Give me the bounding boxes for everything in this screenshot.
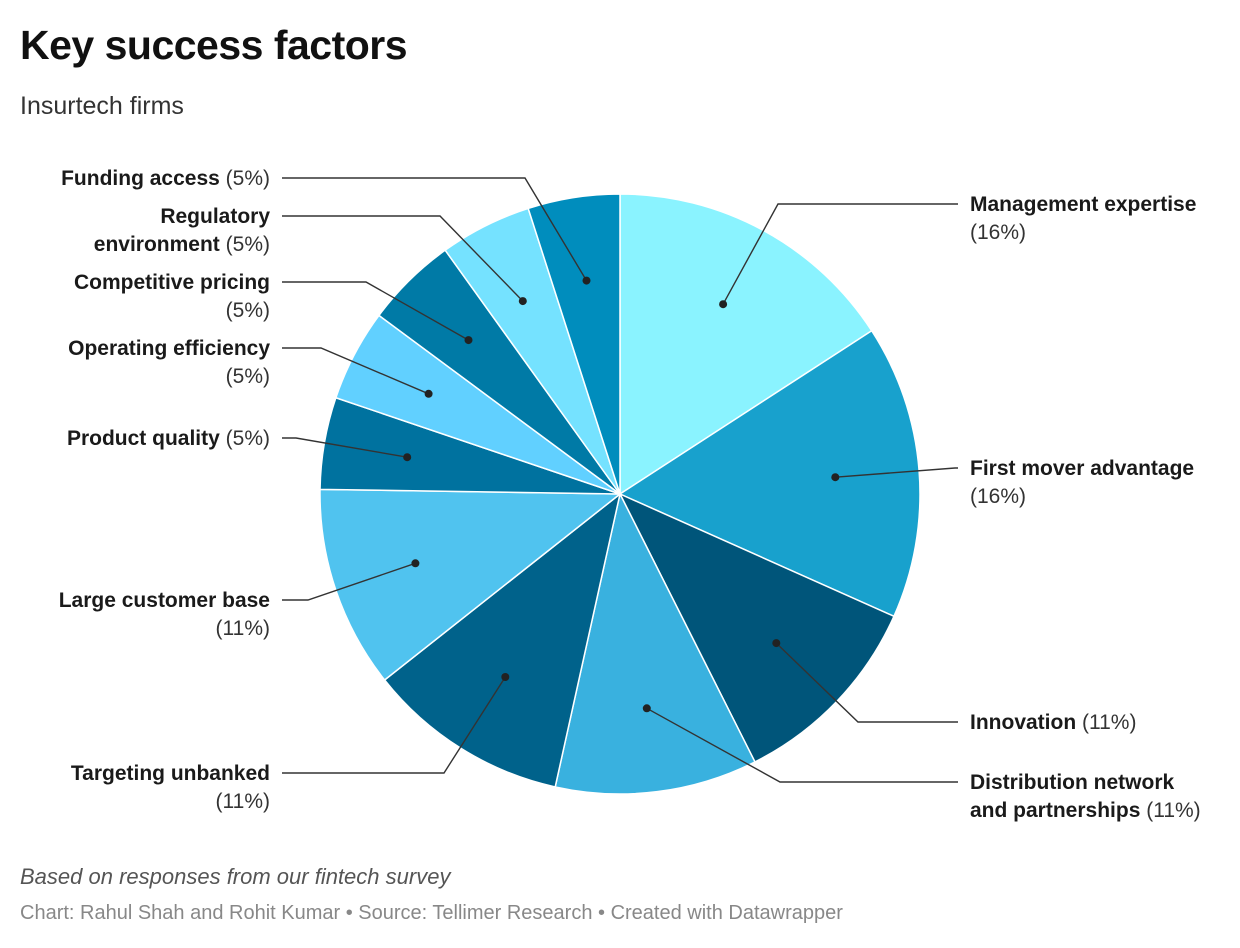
- slice-value-label: (11%): [216, 617, 270, 640]
- slice-label: Product quality (5%): [67, 427, 270, 450]
- slice-label: (5%): [226, 299, 270, 322]
- leader-line: [282, 562, 416, 601]
- leader-dot: [642, 704, 651, 713]
- slice-label: environment (5%): [94, 233, 270, 256]
- leader-dot: [464, 336, 473, 345]
- leader-line: [646, 707, 958, 783]
- leader-line: [722, 203, 958, 305]
- pie-slices: [319, 193, 921, 795]
- leader-dot: [719, 300, 728, 309]
- slice-label: Management expertise: [970, 193, 1196, 216]
- chart-title: Key success factors: [20, 22, 408, 68]
- slice-label: Regulatory: [160, 205, 270, 228]
- leader-line: [282, 676, 506, 774]
- slice-value-label: (5%): [226, 299, 270, 322]
- pie-slice-funding-access: [527, 193, 621, 495]
- slice-label: First mover advantage: [970, 457, 1194, 480]
- slice-label: (16%): [970, 221, 1026, 244]
- leader-dot: [501, 673, 510, 681]
- slice-label: Innovation (11%): [970, 711, 1136, 734]
- slice-label: (11%): [216, 790, 270, 813]
- slice-value-label: (16%): [970, 485, 1026, 508]
- slice-label: Large customer base: [59, 589, 270, 612]
- leader-dot: [582, 276, 591, 285]
- leader-line: [775, 642, 958, 723]
- slice-label: Targeting unbanked: [71, 762, 270, 785]
- chart-note: Based on responses from our fintech surv…: [20, 864, 451, 889]
- slice-value-label: (5%): [220, 167, 270, 190]
- slice-label: Funding access (5%): [61, 167, 270, 190]
- leader-dot: [518, 297, 527, 306]
- slice-label: (5%): [226, 365, 270, 388]
- chart-footer: Chart: Rahul Shah and Rohit Kumar • Sour…: [20, 902, 843, 924]
- chart-subtitle: Insurtech firms: [20, 92, 184, 120]
- slice-value-label: (11%): [216, 790, 270, 813]
- leader-dot: [831, 473, 840, 482]
- slice-labels: Management expertise (16%) First mover adv…: [59, 167, 1201, 822]
- leader-line: [282, 437, 408, 458]
- leader-dot: [403, 453, 412, 462]
- slice-label: (16%): [970, 485, 1026, 508]
- leader-line: [282, 347, 429, 395]
- slice-label: and partnerships (11%): [970, 799, 1201, 822]
- slice-label: (11%): [216, 617, 270, 640]
- slice-label: Distribution network: [970, 771, 1174, 794]
- slice-value-label: (5%): [220, 233, 270, 256]
- leader-dot: [772, 639, 781, 648]
- slice-label: Operating efficiency: [68, 337, 270, 360]
- leader-line: [835, 467, 958, 478]
- leader-line: [282, 215, 524, 302]
- pie-slice-distribution-network-and-partnerships: [554, 491, 756, 795]
- leader-dot: [411, 559, 420, 568]
- slice-value-label: (11%): [1076, 711, 1136, 734]
- slice-value-label: (5%): [220, 427, 270, 450]
- slice-value-label: (11%): [1140, 799, 1200, 822]
- leader-dot: [424, 389, 433, 398]
- leader-line: [282, 281, 469, 341]
- slice-label: Competitive pricing: [74, 271, 270, 294]
- slice-value-label: (5%): [226, 365, 270, 388]
- slice-value-label: (16%): [970, 221, 1026, 244]
- leader-line: [282, 177, 588, 281]
- leader-lines: [282, 177, 958, 783]
